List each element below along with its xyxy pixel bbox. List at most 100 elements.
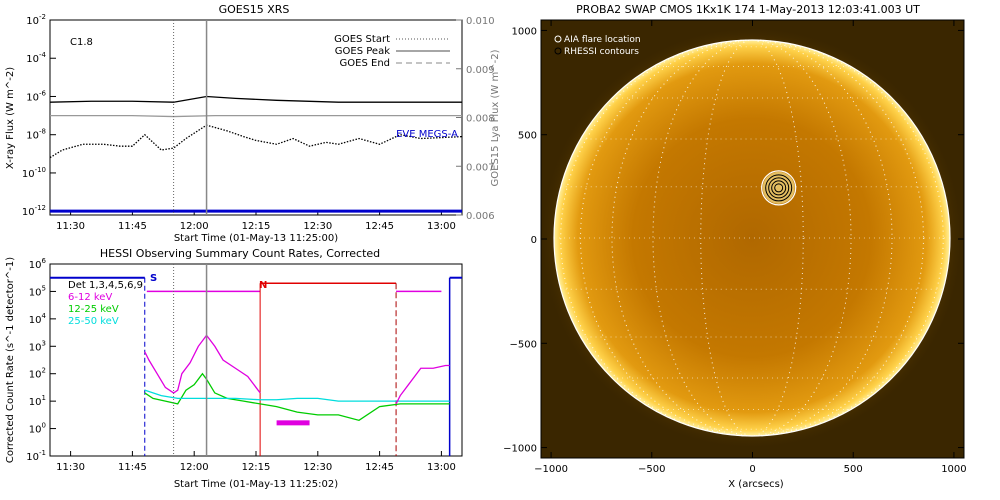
hessi-flags [50, 276, 462, 456]
goes-panel: GOES15 XRS 11:30 11:45 12:00 12:15 12:30 12:4… [5, 3, 501, 244]
hessi-series-0 [144, 334, 261, 394]
hessi-y-tick-label: 105 [29, 284, 46, 298]
swap-lon-line [611, 39, 893, 437]
hessi-magenta-block [276, 420, 310, 426]
goes-y-tick-label: 10-10 [22, 166, 46, 180]
goes-y2-tick-label: 0.006 [466, 211, 495, 222]
swap-y-tick-label: 500 [518, 131, 537, 142]
goes-y2-tick-label: 0.007 [466, 162, 495, 173]
hessi-x-tick-label: 12:00 [180, 462, 209, 473]
goes-y2-tick-label: 0.010 [466, 16, 495, 27]
hessi-legend: Det 1,3,4,5,6,9 6-12 keV 12-25 keV 25-50… [68, 280, 143, 327]
hessi-markers [173, 264, 208, 456]
goes-eve-label: EVE MEGS-A [396, 129, 458, 140]
goes-y2-label: GOES15 Lya Flux (W m^-2) [490, 49, 501, 186]
goes-x-tick-label: 11:30 [56, 221, 85, 232]
swap-sun-disk [554, 40, 950, 436]
hessi-title: HESSI Observing Summary Count Rates, Cor… [100, 247, 380, 260]
hessi-legend-12-25: 12-25 keV [68, 304, 119, 315]
goes-y-axis: 10-2 10-4 10-6 10-8 10-10 10-12 [22, 13, 56, 218]
swap-y-tick-label: −500 [510, 339, 537, 350]
swap-rhessi-contour [768, 177, 790, 199]
hessi-x-tick-label: 12:15 [242, 462, 271, 473]
hessi-y-tick-label: 102 [29, 367, 46, 381]
hessi-legend-25-50: 25-50 keV [68, 316, 119, 327]
goes-legend-end: GOES End [340, 58, 390, 69]
hessi-series-2 [144, 389, 450, 402]
goes-series-1 [50, 114, 462, 118]
swap-lon-line [652, 39, 852, 437]
goes-legend-peak: GOES Peak [335, 46, 390, 57]
swap-y-tick-label: −1000 [503, 444, 537, 455]
goes-x-tick-label: 12:45 [365, 221, 394, 232]
hessi-flag-s: S [150, 273, 157, 284]
swap-y-tick-label: 0 [531, 235, 537, 246]
goes-y2-axis: 0.010 0.009 0.008 0.007 0.006 [456, 16, 495, 222]
hessi-series-3 [395, 364, 450, 405]
swap-x-tick-label: 1000 [941, 464, 966, 475]
hessi-x-tick-label: 11:45 [118, 462, 147, 473]
goes-title: GOES15 XRS [219, 3, 290, 16]
goes-plot-frame [49, 19, 463, 216]
goes-legend: GOES Start GOES Peak GOES End [334, 34, 450, 69]
goes-y2-tick-label: 0.009 [466, 65, 495, 76]
hessi-flag-n: N [259, 280, 267, 291]
goes-legend-start: GOES Start [334, 34, 390, 45]
goes-markers [173, 20, 208, 215]
hessi-y-tick-label: 101 [29, 394, 46, 408]
goes-x-tick-label: 11:45 [118, 221, 147, 232]
hessi-series-group [144, 334, 450, 426]
swap-y-tick-label: 1000 [512, 26, 537, 37]
hessi-x-tick-label: 11:30 [56, 462, 85, 473]
goes-y-tick-label: 10-2 [26, 13, 46, 27]
swap-flare-glow [762, 171, 795, 204]
hessi-y-tick-label: 104 [29, 312, 47, 326]
hessi-legend-6-12: 6-12 keV [68, 292, 112, 303]
swap-x-tick-label: 0 [749, 464, 755, 475]
swap-x-label: X (arcsecs) [728, 479, 784, 490]
hessi-x-tick-label: 12:45 [365, 462, 394, 473]
hessi-x-label: Start Time (01-May-13 11:25:02) [174, 479, 338, 490]
hessi-y-label: Corrected Count Rate (s^-1 detector^-1) [5, 257, 16, 463]
goes-x-tick-label: 12:30 [303, 221, 332, 232]
goes-series-2 [49, 124, 463, 159]
hessi-x-axis: 11:30 11:45 12:00 12:15 12:30 12:45 13:00 [56, 451, 456, 473]
hessi-series-1 [144, 372, 450, 422]
swap-legend-rhessi-icon [554, 47, 562, 55]
swap-legend-aia-icon [554, 35, 562, 43]
swap-legend-rhessi: RHESSI contours [564, 47, 639, 57]
goes-y-tick-label: 10-12 [22, 204, 46, 218]
swap-rhessi-contour [774, 183, 784, 193]
swap-title: PROBA2 SWAP CMOS 1Kx1K 174 1-May-2013 12… [576, 3, 920, 16]
goes-y-tick-label: 10-6 [26, 89, 46, 103]
goes-series-group [49, 95, 463, 213]
goes-x-tick-label: 13:00 [427, 221, 456, 232]
hessi-x-tick-label: 13:00 [427, 462, 456, 473]
swap-x-tick-label: −1000 [534, 464, 568, 475]
goes-flare-class: C1.8 [70, 37, 93, 48]
goes-series-0 [49, 95, 462, 103]
goes-x-tick-label: 12:15 [242, 221, 271, 232]
swap-legend-aia: AIA flare location [564, 35, 641, 45]
hessi-y-tick-label: 10-1 [26, 449, 46, 463]
goes-y-label: X-ray Flux (W m^-2) [5, 67, 16, 169]
swap-x-tick-label: −500 [638, 464, 665, 475]
hessi-y-tick-label: 100 [29, 422, 46, 436]
hessi-legend-det: Det 1,3,4,5,6,9 [68, 280, 143, 291]
hessi-y-tick-label: 103 [29, 339, 46, 353]
goes-x-axis: 11:30 11:45 12:00 12:15 12:30 12:45 13:00 [56, 210, 456, 232]
swap-aia-circle [761, 170, 797, 206]
hessi-panel: HESSI Observing Summary Count Rates, Cor… [5, 247, 463, 490]
hessi-x-tick-label: 12:30 [303, 462, 332, 473]
hessi-y-axis: 106 105 104 103 102 101 100 10-1 [26, 257, 56, 463]
goes-x-label: Start Time (01-May-13 11:25:00) [174, 233, 338, 244]
goes-y-tick-label: 10-4 [26, 51, 46, 65]
goes-x-tick-label: 12:00 [180, 221, 209, 232]
swap-limb-circle [553, 39, 951, 437]
swap-legend: AIA flare location RHESSI contours [554, 35, 641, 57]
swap-panel: PROBA2 SWAP CMOS 1Kx1K 174 1-May-2013 12… [503, 3, 966, 490]
swap-flare-marker [761, 170, 797, 206]
swap-y-axis: 1000 500 0 −500 −1000 [503, 26, 964, 455]
hessi-y-tick-label: 106 [29, 257, 47, 271]
